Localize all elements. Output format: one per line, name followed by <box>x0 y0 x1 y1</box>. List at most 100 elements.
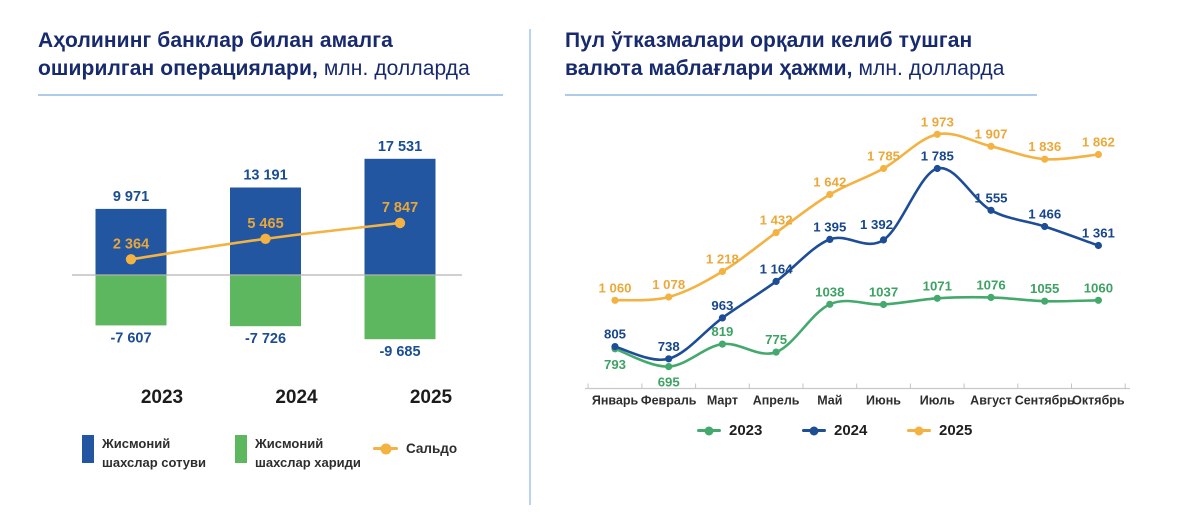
purchases-bar <box>230 275 301 327</box>
series-point <box>933 164 941 173</box>
series-point <box>772 348 780 356</box>
legend-item-purchases: Жисмоний шахслар хариди <box>235 435 361 472</box>
series-point <box>611 345 619 353</box>
chart-label: 1 907 <box>974 126 1007 141</box>
legend-item-2025: 2025 <box>907 422 972 439</box>
chart-label: 1 164 <box>760 261 794 276</box>
chart-label: Сентябрь <box>1015 394 1075 408</box>
chart-label: Октябрь <box>1072 394 1125 408</box>
right-title-line1: Пул ўтказмалари орқали келиб тушган <box>565 29 973 52</box>
chart-label: 695 <box>658 375 680 390</box>
chart-label: 17 531 <box>378 139 422 155</box>
right-title-units: млн. долларда <box>852 57 1005 80</box>
panel-divider <box>529 29 531 505</box>
chart-label: -7 726 <box>245 331 286 347</box>
series-point <box>1041 297 1049 305</box>
legend-item-2024: 2024 <box>802 422 867 439</box>
series-point <box>879 164 888 173</box>
chart-label: 1 392 <box>860 217 893 232</box>
saldo-line-marker <box>373 443 398 454</box>
series-point <box>826 235 834 243</box>
bank-operations-chart: 9 971 -7 607 2 364 2023 13 191 -7 726 5 465 202… <box>72 139 462 408</box>
series-point <box>665 355 673 363</box>
series-2025-marker <box>907 426 931 435</box>
chart-label: Август <box>970 394 1012 408</box>
chart-label: 1 836 <box>1028 139 1061 154</box>
chart-label: 963 <box>711 298 733 313</box>
chart-label: 1 060 <box>598 280 631 295</box>
chart-label: Январь <box>592 394 639 408</box>
chart-label: 1076 <box>976 277 1005 292</box>
series-point <box>772 277 780 285</box>
left-title-line1: Аҳолининг банклар билан амалга <box>38 29 393 52</box>
chart-label: 2 364 <box>113 236 149 252</box>
series-point <box>1094 241 1102 250</box>
chart-label: 1060 <box>1084 280 1113 295</box>
purchases-bar <box>364 275 436 340</box>
chart-label: 1 432 <box>760 213 793 228</box>
legend-label-2024: 2024 <box>834 422 868 439</box>
series-point <box>987 142 995 150</box>
chart-label: 738 <box>658 339 680 354</box>
legend-label-saldo: Сальдо <box>406 441 458 456</box>
chart-label: 1 361 <box>1082 226 1115 241</box>
series-line-2025 <box>613 132 1100 302</box>
chart-label: 1 862 <box>1082 135 1115 150</box>
chart-label: 2025 <box>410 387 453 408</box>
series-point <box>933 130 941 138</box>
series-point <box>718 340 727 348</box>
series-point <box>879 236 888 244</box>
purchases-swatch <box>235 435 247 463</box>
chart-label: 1 078 <box>652 277 685 292</box>
series-point <box>718 267 727 276</box>
chart-label: 1071 <box>923 278 952 293</box>
chart-label: 1 973 <box>921 114 954 129</box>
series-line-2024 <box>613 166 1100 362</box>
chart-label: 2023 <box>141 387 183 408</box>
chart-label: 775 <box>765 332 787 347</box>
series-point <box>665 363 673 371</box>
chart-label: 7 847 <box>382 200 418 216</box>
sales-bar <box>364 158 436 275</box>
saldo-line <box>130 221 401 261</box>
legend-label-2025: 2025 <box>939 422 973 439</box>
series-point <box>826 300 834 308</box>
chart-label: 13 191 <box>243 168 287 184</box>
left-title-line2-bold: оширилган операциялари, <box>38 57 318 80</box>
series-point <box>772 229 780 237</box>
chart-label: 1055 <box>1030 281 1059 296</box>
legend-item-2023: 2023 <box>697 422 762 439</box>
legend-item-saldo: Сальдо <box>373 441 457 456</box>
left-title-underline <box>38 94 503 96</box>
chart-label: Февраль <box>641 394 697 408</box>
left-chart-title: Аҳолининг банклар билан амалга оширилган … <box>38 27 508 83</box>
legend-label-2023: 2023 <box>729 422 763 439</box>
series-2024-marker <box>802 426 826 435</box>
legend-label-purchases: Жисмоний шахслар хариди <box>255 436 361 470</box>
series-line-2023 <box>613 295 1100 368</box>
series-2023-dot <box>704 426 714 435</box>
legend-label-sales: Жисмоний шахслар сотуви <box>102 436 206 470</box>
series-2025-dot <box>914 426 924 435</box>
chart-label: Май <box>817 394 842 408</box>
right-title-line2-bold: валюта маблағлари ҳажми, <box>565 57 853 80</box>
series-point <box>987 293 995 301</box>
series-point <box>1041 155 1049 163</box>
saldo-point <box>125 254 137 265</box>
series-point <box>826 190 834 199</box>
chart-label: 1038 <box>815 284 844 299</box>
chart-label: 1 555 <box>974 190 1007 205</box>
series-point <box>933 294 941 302</box>
chart-label: 805 <box>604 327 626 342</box>
series-2023-marker <box>697 426 721 435</box>
chart-label: 1 642 <box>813 175 846 190</box>
chart-label: Апрель <box>753 394 800 408</box>
purchases-bar <box>95 275 167 326</box>
saldo-dot-marker <box>380 443 391 454</box>
right-chart-title: Пул ўтказмалари орқали келиб тушган валют… <box>565 27 1065 83</box>
chart-label: 1 785 <box>867 149 900 164</box>
chart-label: 5 465 <box>247 216 283 232</box>
chart-label: 1 395 <box>813 219 846 234</box>
saldo-point <box>394 217 406 229</box>
